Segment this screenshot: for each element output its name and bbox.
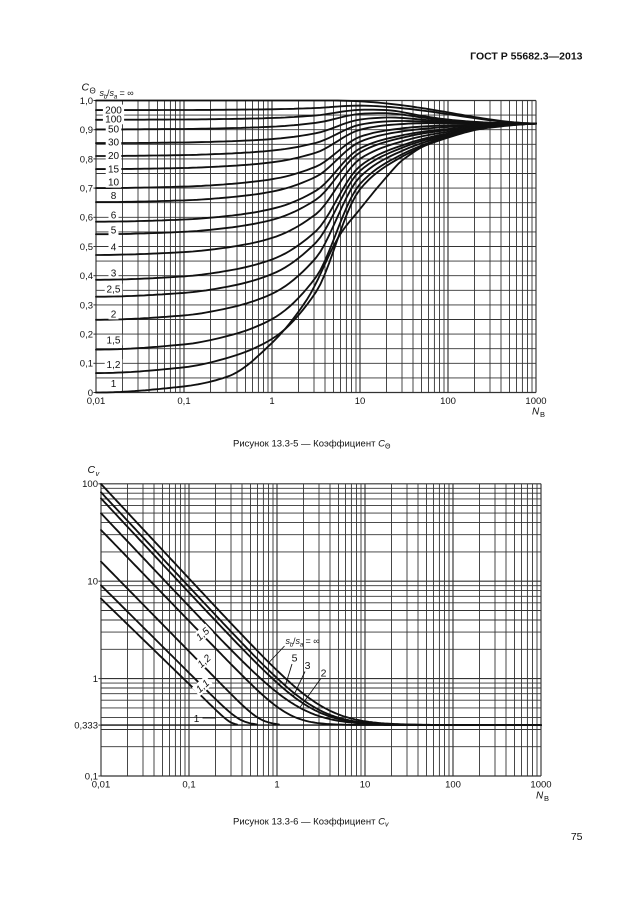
svg-text:0,1: 0,1 — [182, 780, 195, 791]
svg-text:0,3: 0,3 — [80, 300, 93, 311]
svg-text:C: C — [88, 464, 96, 476]
svg-text:0,7: 0,7 — [80, 184, 93, 195]
svg-text:/: / — [293, 636, 296, 646]
svg-text:10: 10 — [108, 178, 120, 189]
svg-text:1: 1 — [111, 379, 117, 390]
svg-text:ГОСТ Р 55682.3—2013: ГОСТ Р 55682.3—2013 — [470, 51, 583, 63]
svg-text:50: 50 — [108, 125, 120, 136]
svg-text:10: 10 — [355, 396, 366, 407]
svg-text:1,5: 1,5 — [107, 336, 121, 347]
svg-text:s: s — [296, 636, 301, 646]
svg-text:= ∞: = ∞ — [303, 636, 320, 646]
svg-text:0,4: 0,4 — [80, 271, 93, 282]
svg-text:0,1: 0,1 — [85, 771, 98, 782]
svg-text:0,1: 0,1 — [177, 396, 190, 407]
svg-text:10: 10 — [360, 780, 371, 791]
svg-text:0,6: 0,6 — [80, 213, 93, 224]
svg-text:b: b — [290, 642, 294, 649]
svg-text:N: N — [532, 407, 540, 418]
svg-text:s: s — [100, 88, 105, 98]
svg-text:Рисунок 13.3-5 — Коэффициент C: Рисунок 13.3-5 — Коэффициент CΘ — [233, 439, 391, 451]
svg-text:0,9: 0,9 — [80, 125, 93, 136]
svg-text:100: 100 — [445, 780, 461, 791]
svg-text:100: 100 — [82, 479, 98, 490]
svg-text:0,2: 0,2 — [80, 330, 93, 341]
svg-text:3: 3 — [111, 269, 117, 280]
svg-text:75: 75 — [571, 831, 583, 843]
svg-text:0: 0 — [88, 388, 93, 399]
svg-text:0,01: 0,01 — [87, 396, 106, 407]
svg-text:1,0: 1,0 — [80, 96, 93, 107]
svg-text:15: 15 — [108, 164, 120, 175]
svg-text:5: 5 — [111, 226, 117, 237]
svg-text:3: 3 — [305, 660, 311, 672]
svg-text:100: 100 — [105, 114, 122, 125]
svg-text:2: 2 — [111, 310, 117, 321]
svg-text:= ∞: = ∞ — [117, 88, 134, 98]
svg-text:1000: 1000 — [530, 780, 551, 791]
svg-text:100: 100 — [440, 396, 456, 407]
svg-text:1: 1 — [269, 396, 274, 407]
svg-text:6: 6 — [111, 211, 117, 222]
svg-text:30: 30 — [108, 138, 120, 149]
svg-text:1,2: 1,2 — [107, 360, 121, 371]
svg-text:10: 10 — [87, 577, 98, 588]
svg-text:0,5: 0,5 — [80, 242, 93, 253]
svg-text:Рисунок 13.3-6 — Коэффициент C: Рисунок 13.3-6 — Коэффициент Cv — [233, 817, 389, 829]
svg-text:2: 2 — [321, 668, 327, 680]
svg-text:1: 1 — [194, 714, 200, 725]
svg-text:a: a — [300, 642, 304, 649]
svg-text:s: s — [110, 88, 115, 98]
svg-text:8: 8 — [111, 191, 117, 202]
svg-text:C: C — [82, 82, 90, 94]
svg-text:b: b — [104, 94, 108, 101]
svg-text:1: 1 — [93, 674, 98, 685]
svg-text:5: 5 — [292, 653, 298, 665]
svg-text:1: 1 — [274, 780, 279, 791]
svg-text:200: 200 — [105, 106, 122, 117]
svg-text:0,1: 0,1 — [80, 359, 93, 370]
svg-text:0,01: 0,01 — [92, 780, 111, 791]
svg-text:1000: 1000 — [525, 396, 546, 407]
svg-text:s: s — [286, 636, 291, 646]
svg-text:0,333: 0,333 — [74, 721, 98, 732]
svg-text:В: В — [540, 410, 545, 419]
svg-text:4: 4 — [111, 243, 117, 254]
svg-text:20: 20 — [108, 151, 120, 162]
svg-text:/: / — [107, 88, 110, 98]
svg-text:Θ: Θ — [90, 87, 96, 96]
svg-text:v: v — [96, 469, 101, 478]
svg-text:N: N — [536, 791, 544, 802]
svg-text:0,8: 0,8 — [80, 154, 93, 165]
svg-text:В: В — [544, 794, 549, 803]
svg-text:a: a — [114, 94, 118, 101]
svg-text:2,5: 2,5 — [107, 285, 121, 296]
